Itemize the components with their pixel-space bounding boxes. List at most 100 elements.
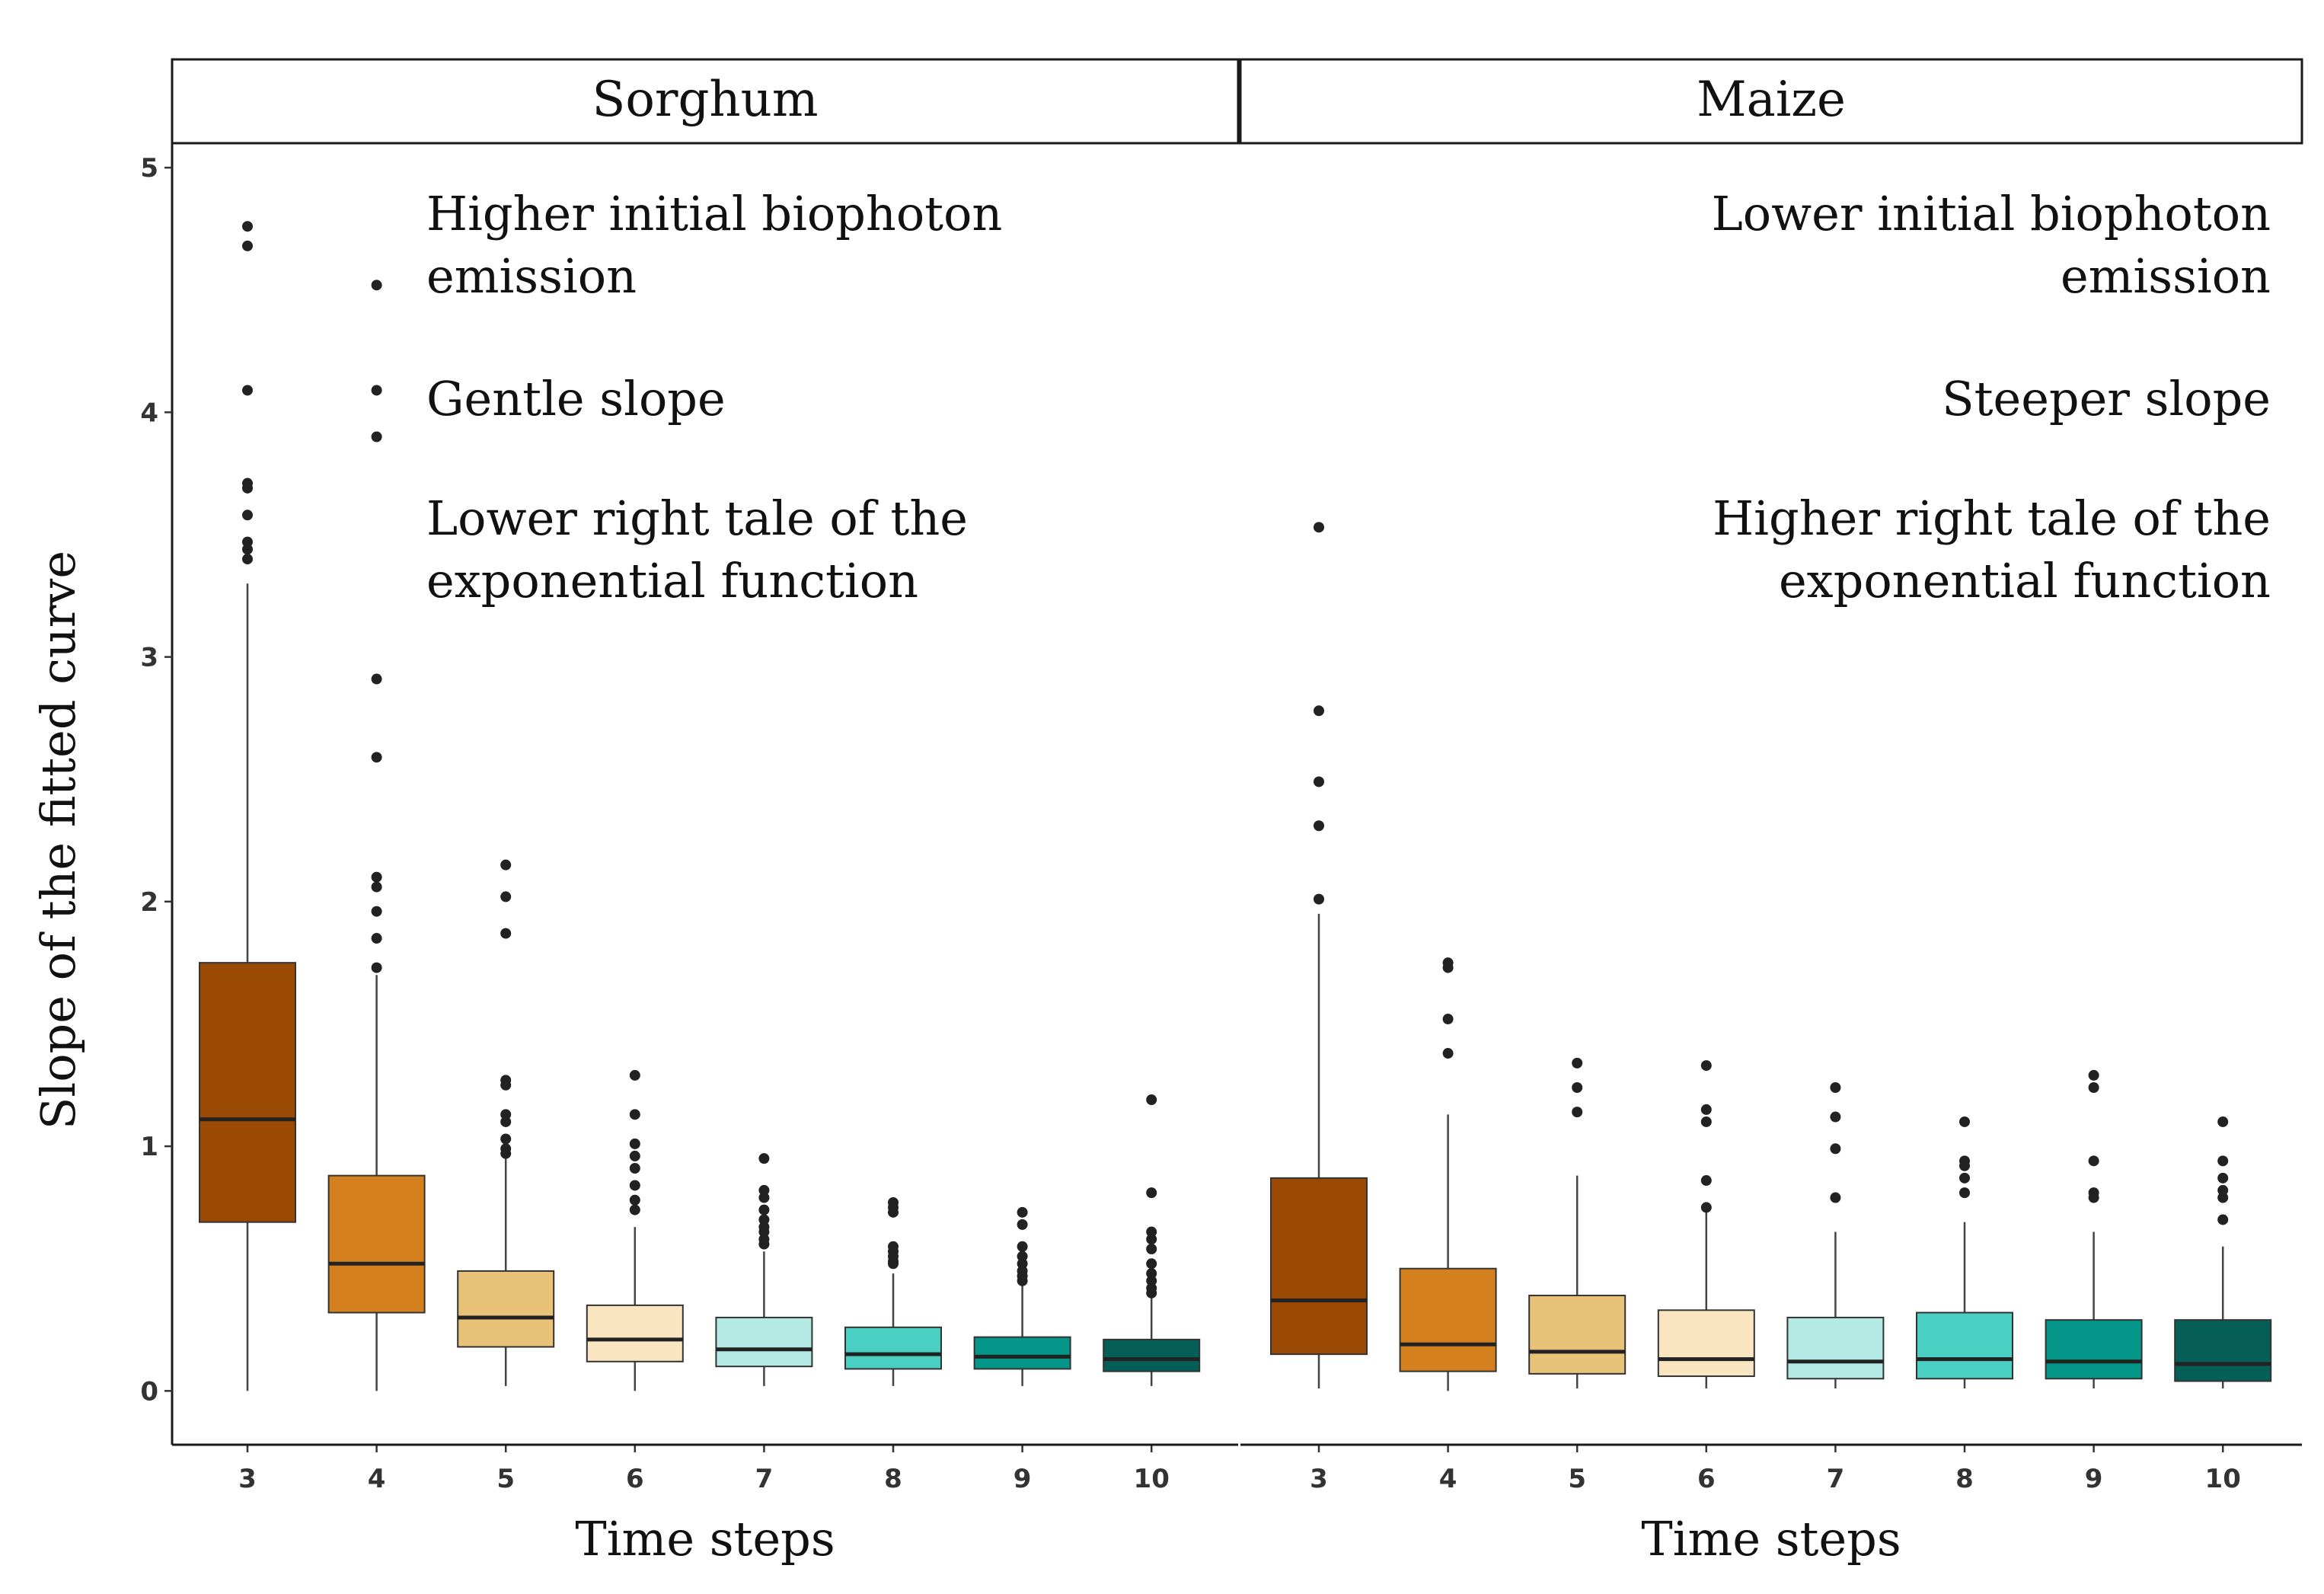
- outlier-point-maize-8-4: [1959, 1187, 1970, 1199]
- facet-strip-maize: [1239, 58, 2303, 145]
- x-tick-label-maize-7: 7: [1827, 1464, 1845, 1494]
- facet-strips: Sorghum Maize: [171, 58, 2303, 145]
- x-tick-label-sorghum-6: 6: [626, 1464, 644, 1494]
- box-maize-6: [1657, 1309, 1755, 1378]
- outlier-point-sorghum-5-0: [500, 859, 512, 870]
- x-tick-label-sorghum-9: 9: [1014, 1464, 1032, 1494]
- outlier-point-sorghum-3-5: [242, 510, 253, 521]
- outlier-point-sorghum-4-3: [371, 673, 382, 685]
- outlier-point-maize-7-1: [1830, 1111, 1841, 1123]
- outlier-point-sorghum-9-7: [1017, 1275, 1028, 1286]
- outlier-point-maize-5-0: [1572, 1057, 1583, 1069]
- box-maize-9: [2045, 1319, 2143, 1380]
- outlier-point-maize-9-4: [2088, 1192, 2099, 1203]
- y-tick-label-2: 2: [140, 887, 158, 918]
- outlier-point-maize-10-4: [2217, 1192, 2229, 1203]
- annotation-maize-1-0: Steeper slope: [1942, 371, 2271, 426]
- outlier-point-maize-10-5: [2217, 1214, 2229, 1225]
- x-tick-label-maize-5: 5: [1568, 1464, 1586, 1494]
- box-maize-3: [1270, 1177, 1368, 1356]
- facet-strip-label-maize: Maize: [1697, 72, 1846, 128]
- box-sorghum-7: [715, 1316, 813, 1368]
- box-maize-8: [1916, 1311, 2013, 1380]
- outlier-point-sorghum-6-3: [629, 1150, 640, 1161]
- outlier-point-maize-4-3: [1442, 1048, 1454, 1059]
- outlier-point-sorghum-6-6: [629, 1194, 640, 1206]
- outlier-point-maize-10-1: [2217, 1155, 2229, 1167]
- outlier-point-sorghum-9-3: [1017, 1251, 1028, 1262]
- outlier-point-maize-3-2: [1314, 776, 1324, 787]
- box-sorghum-8: [844, 1326, 942, 1370]
- outlier-point-sorghum-3-4: [242, 482, 253, 494]
- outlier-point-maize-9-0: [2088, 1069, 2099, 1081]
- x-tick-label-maize-10: 10: [2205, 1464, 2241, 1494]
- outlier-point-sorghum-5-7: [500, 1133, 512, 1145]
- outlier-point-sorghum-9-0: [1017, 1206, 1028, 1218]
- outlier-point-sorghum-10-7: [1146, 1275, 1157, 1286]
- outlier-point-maize-7-3: [1830, 1192, 1841, 1203]
- outlier-point-sorghum-4-8: [371, 933, 382, 944]
- x-tick-label-sorghum-3: 3: [238, 1464, 257, 1494]
- x-tick-label-maize-8: 8: [1955, 1464, 1974, 1494]
- x-axis-title-maize: Time steps: [1641, 1511, 1901, 1567]
- outlier-point-maize-8-2: [1959, 1160, 1970, 1171]
- outlier-point-sorghum-6-0: [629, 1069, 640, 1081]
- outlier-point-sorghum-4-1: [371, 385, 382, 396]
- box-sorghum-3: [199, 962, 296, 1223]
- outlier-point-sorghum-6-5: [629, 1180, 640, 1191]
- annotation-sorghum-0-0: Higher initial biophoton: [426, 186, 1002, 241]
- outlier-point-maize-4-1: [1442, 962, 1454, 973]
- annotation-maize-2-0: Higher right tale of the: [1713, 490, 2271, 546]
- outlier-point-sorghum-4-6: [371, 881, 382, 893]
- outlier-point-maize-6-1: [1700, 1104, 1712, 1115]
- outlier-point-maize-8-0: [1959, 1116, 1970, 1127]
- x-tick-label-maize-6: 6: [1697, 1464, 1716, 1494]
- outlier-point-sorghum-10-9: [1146, 1287, 1157, 1299]
- outlier-point-sorghum-10-0: [1146, 1094, 1157, 1106]
- outlier-point-sorghum-4-2: [371, 431, 382, 442]
- x-tick-label-sorghum-7: 7: [755, 1464, 774, 1494]
- outlier-point-sorghum-3-6: [242, 536, 253, 548]
- y-tick-label-0: 0: [140, 1376, 158, 1407]
- outlier-point-sorghum-7-8: [758, 1238, 770, 1250]
- outlier-point-maize-7-0: [1830, 1081, 1841, 1093]
- outlier-point-sorghum-5-6: [500, 1116, 512, 1127]
- annotation-maize-0-0: Lower initial biophoton: [1712, 186, 2271, 241]
- outlier-point-sorghum-7-2: [758, 1192, 770, 1203]
- outlier-point-sorghum-3-0: [242, 221, 253, 232]
- outlier-point-sorghum-6-7: [629, 1204, 640, 1215]
- outlier-point-sorghum-5-4: [500, 1079, 512, 1091]
- outlier-point-sorghum-4-5: [371, 871, 382, 883]
- outlier-point-sorghum-9-1: [1017, 1219, 1028, 1230]
- x-axis-title-sorghum: Time steps: [575, 1511, 835, 1567]
- outlier-point-maize-10-2: [2217, 1172, 2229, 1184]
- facet-strip-label-sorghum: Sorghum: [592, 72, 818, 128]
- box-sorghum-4: [327, 1174, 426, 1314]
- outlier-point-sorghum-7-6: [758, 1226, 770, 1238]
- box-sorghum-6: [586, 1304, 684, 1362]
- outlier-point-sorghum-4-7: [371, 906, 382, 917]
- outlier-point-sorghum-7-4: [758, 1214, 770, 1225]
- outlier-point-maize-9-2: [2088, 1155, 2099, 1167]
- outlier-point-maize-8-3: [1959, 1172, 1970, 1184]
- outlier-point-sorghum-8-2: [888, 1206, 899, 1218]
- annotation-sorghum-0-1: emission: [426, 248, 637, 304]
- outlier-point-sorghum-4-0: [371, 280, 382, 291]
- annotation-sorghum-2-1: exponential function: [426, 553, 918, 609]
- chart-axes: [164, 143, 2302, 1452]
- outlier-point-sorghum-7-0: [758, 1153, 770, 1164]
- outlier-point-sorghum-10-2: [1146, 1226, 1157, 1238]
- outlier-point-maize-6-4: [1700, 1202, 1712, 1213]
- outlier-point-sorghum-6-2: [629, 1138, 640, 1149]
- box-sorghum-5: [457, 1270, 555, 1348]
- outlier-point-sorghum-5-2: [500, 928, 512, 939]
- outlier-point-maize-4-2: [1442, 1014, 1454, 1025]
- outlier-point-maize-6-0: [1700, 1060, 1712, 1072]
- box-sorghum-9: [973, 1336, 1071, 1370]
- box-maize-7: [1786, 1316, 1885, 1380]
- x-tick-label-sorghum-10: 10: [1134, 1464, 1170, 1494]
- annotation-sorghum-2-0: Lower right tale of the: [426, 490, 968, 546]
- outlier-point-maize-3-3: [1314, 820, 1324, 832]
- x-tick-label-maize-9: 9: [2085, 1464, 2103, 1494]
